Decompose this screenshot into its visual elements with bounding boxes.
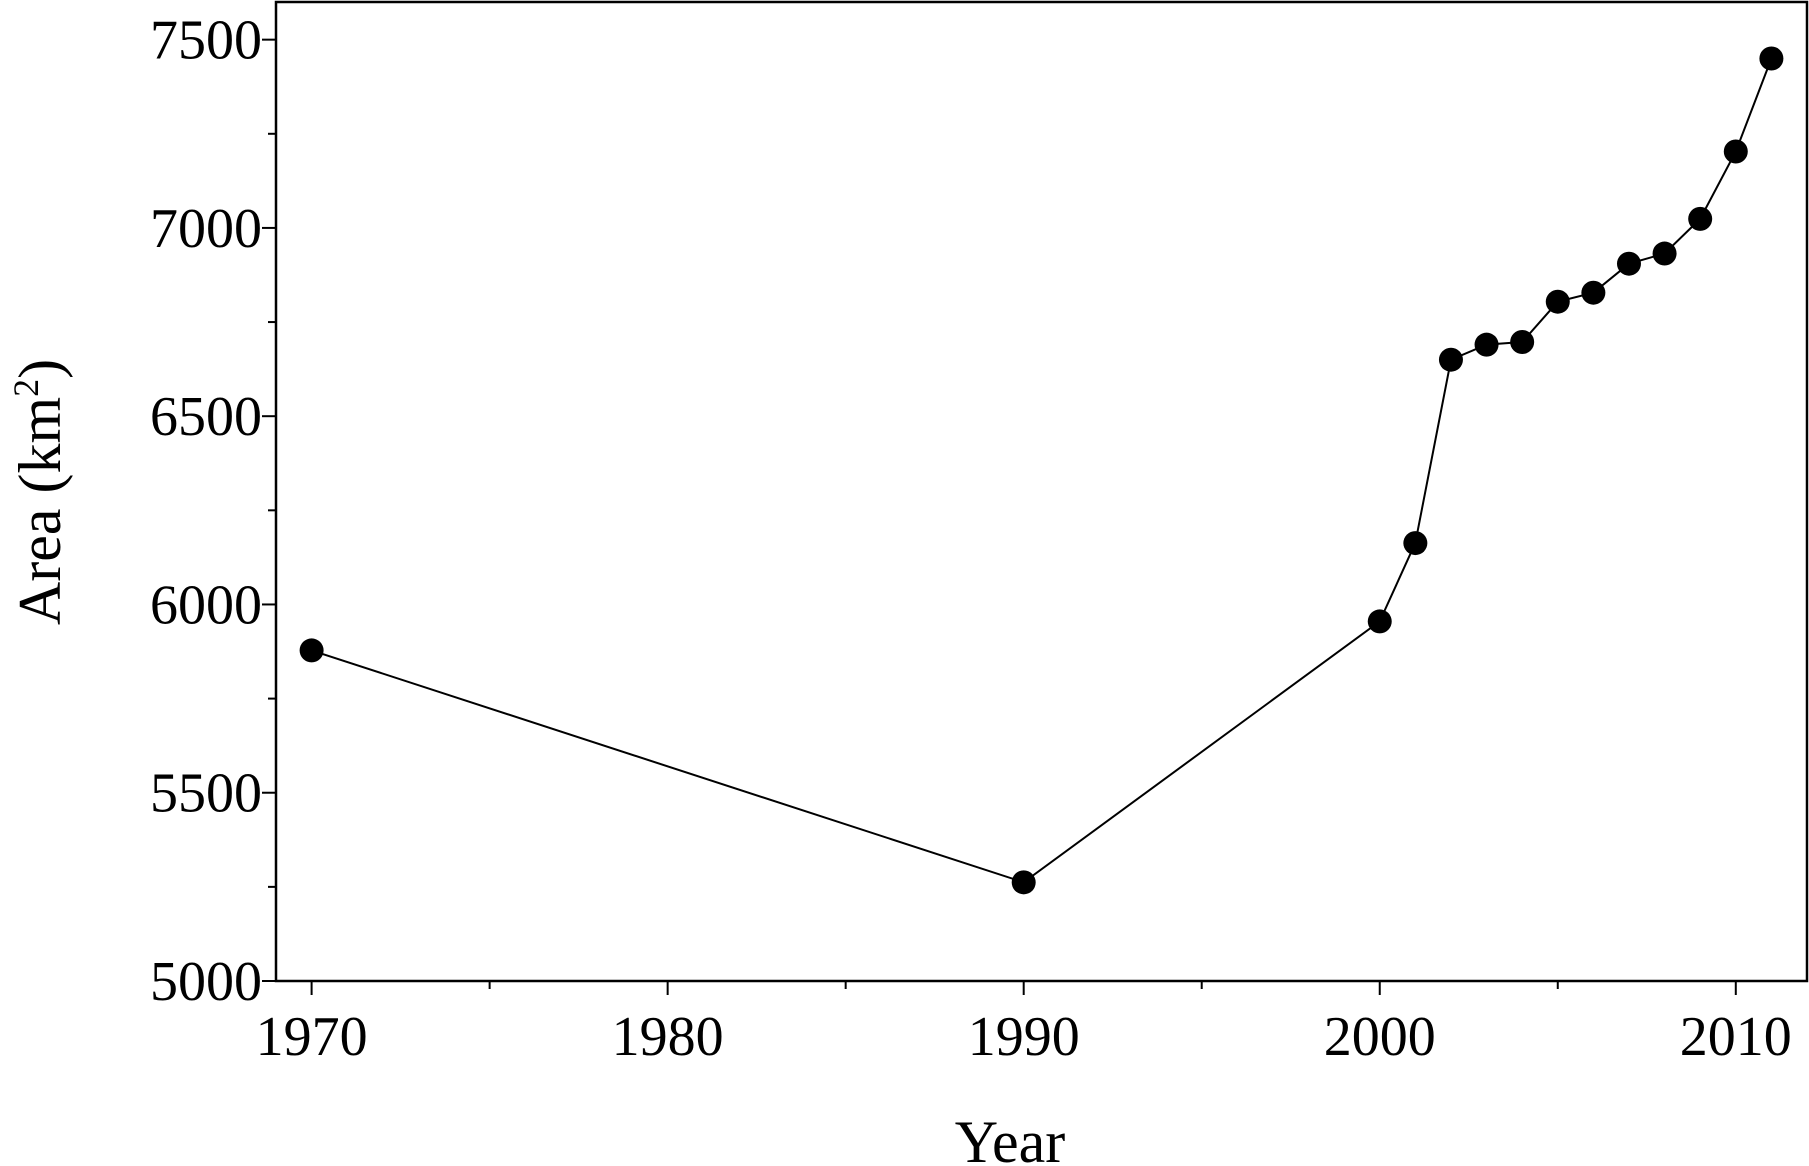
data-point bbox=[1367, 609, 1392, 634]
x-tick-label: 2000 bbox=[1324, 1006, 1436, 1068]
data-point bbox=[1510, 330, 1535, 355]
data-point bbox=[1581, 280, 1606, 305]
data-point bbox=[1403, 531, 1428, 556]
data-point bbox=[1759, 46, 1784, 71]
y-axis-title-suffix: ) bbox=[7, 359, 73, 379]
y-axis-ticks: 5000 5500 6000 6500 7000 7500 bbox=[150, 10, 276, 1013]
x-tick-label: 1970 bbox=[256, 1006, 368, 1068]
data-point bbox=[1438, 347, 1463, 372]
x-tick-label: 1990 bbox=[968, 1006, 1080, 1068]
y-tick-label: 5500 bbox=[150, 763, 262, 825]
y-tick-label: 6000 bbox=[150, 574, 262, 636]
series-group bbox=[299, 46, 1784, 895]
data-point bbox=[299, 638, 324, 663]
data-point bbox=[1652, 241, 1677, 266]
data-point bbox=[1474, 332, 1499, 357]
data-point bbox=[1688, 206, 1713, 231]
y-axis-title: Area (km2) bbox=[6, 359, 73, 625]
y-axis-title-prefix: Area (km bbox=[7, 397, 73, 625]
x-axis-ticks: 1970 1980 1990 2000 2010 bbox=[256, 981, 1792, 1068]
y-axis-title-superscript: 2 bbox=[6, 379, 46, 397]
y-tick-label: 7500 bbox=[150, 10, 262, 72]
x-tick-label: 2010 bbox=[1680, 1006, 1792, 1068]
plot-frame bbox=[274, 0, 1809, 983]
data-point bbox=[1545, 289, 1570, 314]
series-line bbox=[311, 58, 1773, 884]
y-tick-label: 7000 bbox=[150, 198, 262, 260]
x-tick-label: 1980 bbox=[612, 1006, 724, 1068]
y-tick-label: 5000 bbox=[150, 951, 262, 1013]
data-point bbox=[1011, 870, 1036, 895]
y-tick-label: 6500 bbox=[150, 386, 262, 448]
data-point bbox=[1616, 251, 1641, 276]
data-point bbox=[1723, 139, 1748, 164]
x-axis-title: Year bbox=[955, 1109, 1066, 1166]
